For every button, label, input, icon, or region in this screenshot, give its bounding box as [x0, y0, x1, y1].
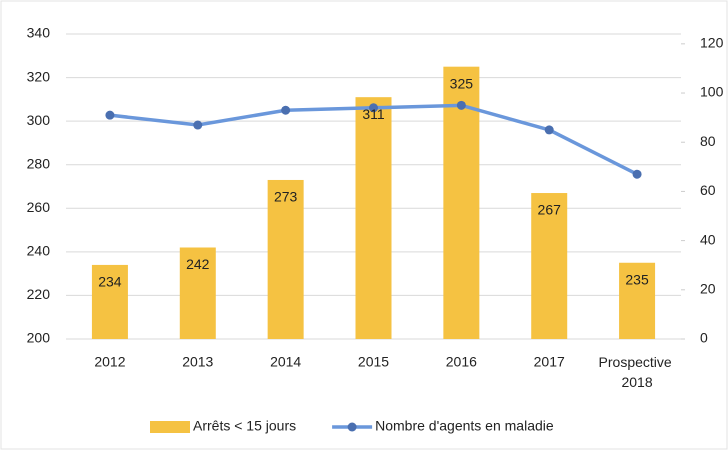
- bar: [443, 66, 480, 339]
- data-label: 235: [625, 271, 649, 287]
- line-marker: [544, 125, 554, 135]
- line-marker: [193, 120, 203, 130]
- data-label: 267: [538, 202, 562, 218]
- x-tick-label: 2017: [534, 354, 565, 370]
- y2-tick-label: 40: [700, 231, 716, 247]
- y2-tick-label: 60: [700, 182, 716, 198]
- y2-tick-label: 80: [700, 133, 716, 149]
- y-tick-label: 280: [27, 155, 51, 171]
- y2-tick-label: 120: [700, 35, 724, 51]
- y-tick-label: 200: [27, 330, 51, 346]
- bar: [179, 247, 216, 339]
- y-tick-label: 300: [27, 112, 51, 128]
- legend-label: Nombre d'agents en maladie: [375, 418, 554, 434]
- x-tick-label: 2012: [94, 354, 125, 370]
- data-label: 325: [450, 75, 474, 91]
- line-marker: [632, 169, 642, 179]
- line-marker: [369, 103, 378, 113]
- line-marker: [105, 110, 115, 120]
- y-tick-label: 220: [27, 286, 51, 302]
- line-marker: [456, 100, 466, 110]
- bar: [91, 264, 128, 339]
- y-tick-label: 260: [27, 199, 51, 215]
- y-tick-label: 340: [27, 25, 51, 41]
- line-marker: [281, 105, 291, 115]
- y2-tick-label: 0: [700, 330, 708, 346]
- legend-marker: [347, 422, 357, 432]
- y-tick-label: 320: [27, 68, 51, 84]
- x-tick-label: 2013: [182, 354, 213, 370]
- data-label: 234: [98, 274, 122, 290]
- bar: [355, 97, 392, 339]
- data-label: 242: [186, 256, 210, 272]
- bar: [619, 262, 656, 339]
- y2-tick-label: 100: [700, 84, 724, 100]
- data-label: 273: [274, 189, 298, 205]
- bar: [531, 193, 568, 339]
- x-tick-label: 2014: [270, 354, 301, 370]
- legend-label: Arrêts < 15 jours: [193, 418, 296, 434]
- data-label: 311: [362, 106, 385, 122]
- x-tick-label: Prospective 2018: [599, 354, 676, 390]
- y-tick-label: 240: [27, 243, 51, 259]
- y2-tick-label: 20: [700, 281, 716, 297]
- x-tick-label: 2015: [358, 354, 389, 370]
- legend-swatch: [150, 421, 190, 433]
- x-tick-label: 2016: [446, 354, 477, 370]
- bar: [267, 179, 304, 339]
